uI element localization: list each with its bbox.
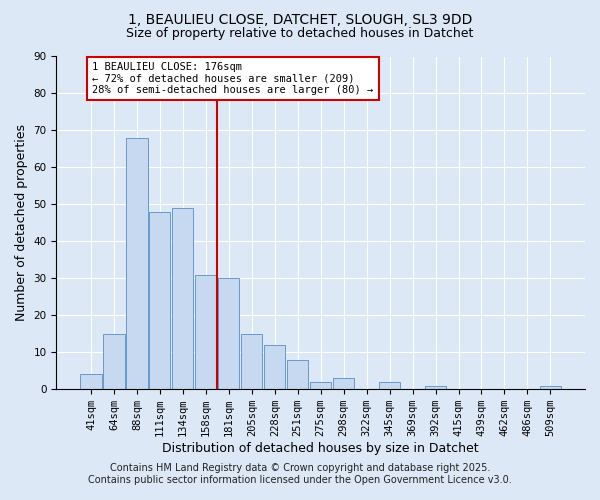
Bar [287, 360, 308, 389]
Bar [425, 386, 446, 389]
Bar [195, 274, 217, 389]
Bar [127, 138, 148, 389]
Bar [218, 278, 239, 389]
X-axis label: Distribution of detached houses by size in Datchet: Distribution of detached houses by size … [163, 442, 479, 455]
Bar [149, 212, 170, 389]
Text: Size of property relative to detached houses in Datchet: Size of property relative to detached ho… [127, 28, 473, 40]
Text: 1, BEAULIEU CLOSE, DATCHET, SLOUGH, SL3 9DD: 1, BEAULIEU CLOSE, DATCHET, SLOUGH, SL3 … [128, 12, 472, 26]
Bar [241, 334, 262, 389]
Bar [333, 378, 354, 389]
Bar [379, 382, 400, 389]
Bar [172, 208, 193, 389]
Bar [540, 386, 561, 389]
Text: Contains HM Land Registry data © Crown copyright and database right 2025.
Contai: Contains HM Land Registry data © Crown c… [88, 464, 512, 485]
Text: 1 BEAULIEU CLOSE: 176sqm
← 72% of detached houses are smaller (209)
28% of semi-: 1 BEAULIEU CLOSE: 176sqm ← 72% of detach… [92, 62, 373, 95]
Bar [103, 334, 125, 389]
Bar [264, 345, 286, 389]
Bar [310, 382, 331, 389]
Bar [80, 374, 101, 389]
Y-axis label: Number of detached properties: Number of detached properties [15, 124, 28, 322]
